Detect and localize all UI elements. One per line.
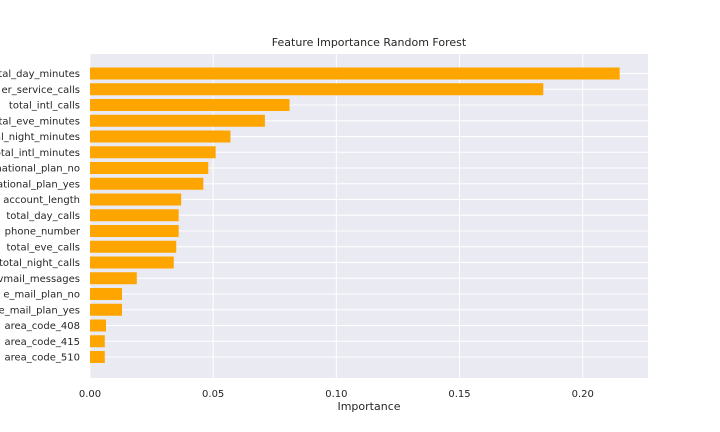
y-tick-label: e_mail_plan_no (3, 290, 80, 301)
bar-total-day-calls (90, 209, 179, 222)
x-axis-label: Importance (337, 400, 400, 413)
bar-total-intl-calls (90, 99, 290, 111)
y-tick-label: total_night_calls (0, 258, 80, 269)
y-tick-label: area_code_415 (4, 337, 80, 348)
bar-total-eve-calls (90, 240, 177, 253)
y-tick-label: area_code_408 (4, 321, 80, 332)
bar-voice-mail-plan-no (90, 288, 123, 300)
bar-area-code-415 (90, 335, 105, 348)
y-tick-label: e_mail_plan_yes (0, 305, 80, 316)
y-tick-label: total_day_calls (6, 211, 80, 222)
bar-total-intl-minutes (90, 146, 216, 159)
y-tick-label: tal_eve_minutes (0, 116, 80, 127)
y-tick-label: total_intl_calls (9, 101, 80, 112)
bars (90, 67, 620, 363)
bar-number-vmail-messages (90, 272, 137, 285)
bar-number-customer-service-calls (90, 83, 544, 96)
bar-international-plan-yes (90, 177, 204, 190)
x-tick-label: 0.10 (325, 389, 347, 400)
y-tick-label: phone_number (5, 227, 81, 238)
y-tick-label: total_intl_minutes (0, 148, 80, 159)
y-tick-label: total_day_minutes (0, 69, 80, 80)
bar-total-night-minutes (90, 130, 231, 143)
y-tick-labels: total_day_minutes er_service_calls total_i… (0, 69, 81, 364)
y-tick-label: account_length (3, 195, 80, 206)
bar-area-code-510 (90, 351, 105, 363)
y-tick-label: er_service_calls (2, 85, 80, 96)
x-tick-label: 0.15 (448, 389, 470, 400)
x-tick-labels: 0.00 0.05 0.10 0.15 0.20 (79, 389, 594, 400)
bar-phone-number (90, 225, 179, 237)
x-tick-label: 0.20 (572, 389, 594, 400)
y-tick-label: area_code_510 (4, 353, 80, 364)
bar-total-eve-minutes (90, 114, 265, 127)
y-tick-label: vmail_messages (0, 274, 80, 285)
chart-title: Feature Importance Random Forest (272, 36, 467, 49)
bar-area-code-408 (90, 319, 107, 332)
y-tick-label: ational_plan_yes (0, 179, 80, 190)
bar-voice-mail-plan-yes (90, 303, 123, 316)
bar-total-day-minutes (90, 67, 620, 80)
bar-total-night-calls (90, 256, 174, 269)
y-tick-label: al_night_minutes (0, 132, 80, 143)
bar-account-length (90, 193, 182, 206)
bar-international-plan-no (90, 162, 209, 174)
y-tick-label: total_eve_calls (7, 242, 80, 253)
x-tick-label: 0.05 (202, 389, 224, 400)
x-tick-label: 0.00 (79, 389, 101, 400)
y-tick-label: national_plan_no (0, 164, 80, 175)
